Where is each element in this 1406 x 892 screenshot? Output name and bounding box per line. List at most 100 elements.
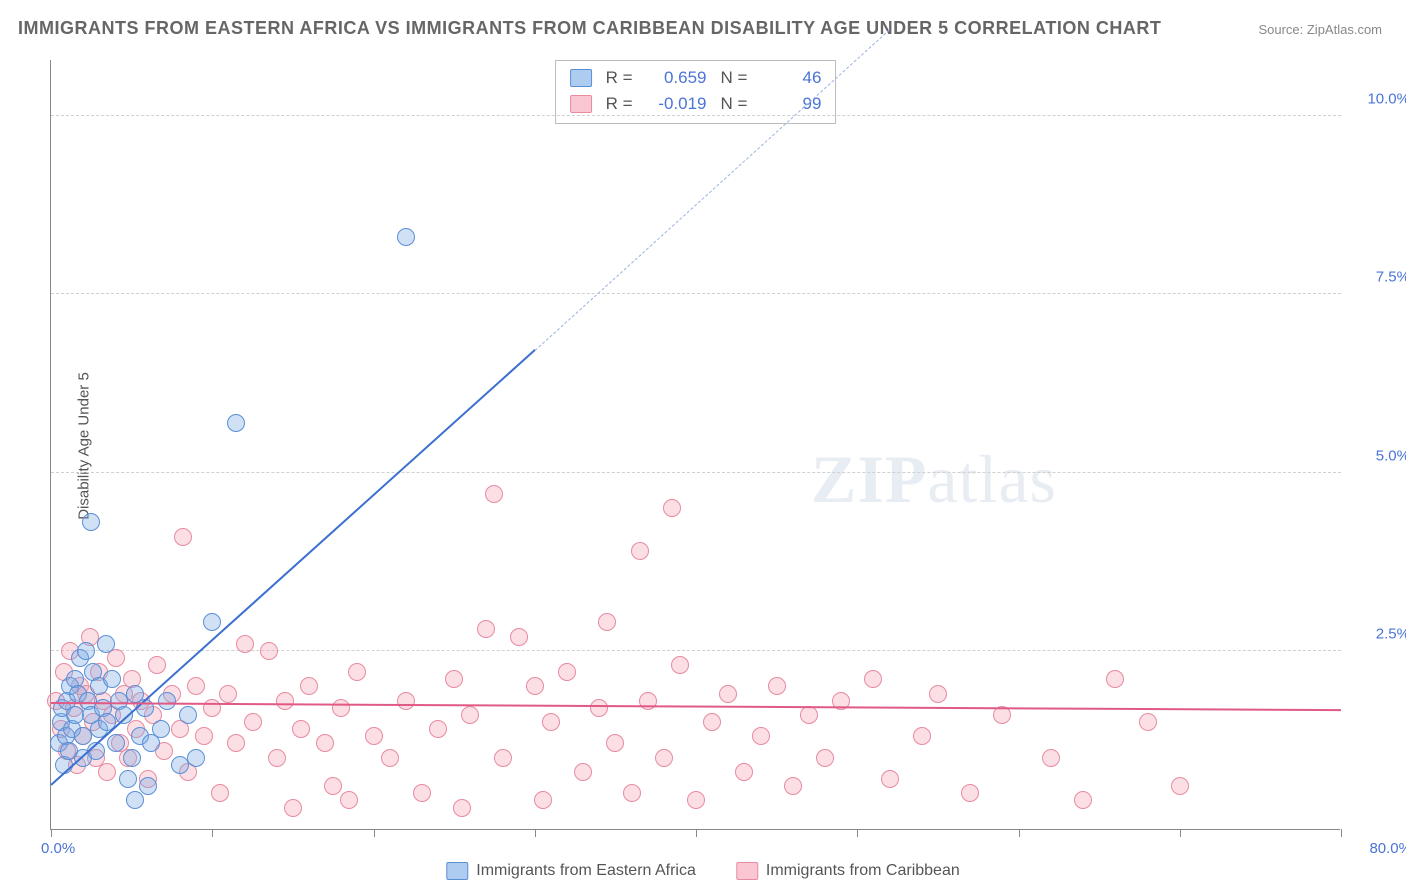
watermark-zip: ZIP — [811, 441, 927, 517]
data-point — [332, 699, 350, 717]
data-point — [227, 734, 245, 752]
x-tick — [1019, 829, 1020, 837]
stat-r-label2: R = — [606, 94, 633, 114]
data-point — [534, 791, 552, 809]
data-point — [268, 749, 286, 767]
data-point — [203, 699, 221, 717]
data-point — [881, 770, 899, 788]
y-tick-label: 2.5% — [1350, 625, 1406, 642]
x-legend: Immigrants from Eastern Africa Immigrant… — [446, 862, 959, 880]
data-point — [98, 763, 116, 781]
chart-title: IMMIGRANTS FROM EASTERN AFRICA VS IMMIGR… — [18, 18, 1161, 39]
data-point — [397, 228, 415, 246]
data-point — [340, 791, 358, 809]
stat-r-blue: 0.659 — [647, 68, 707, 88]
data-point — [631, 542, 649, 560]
plot-region: ZIPatlas R = 0.659 N = 46 R = -0.019 N =… — [50, 60, 1340, 830]
chart-area: ZIPatlas R = 0.659 N = 46 R = -0.019 N =… — [50, 60, 1340, 830]
data-point — [107, 734, 125, 752]
data-point — [300, 677, 318, 695]
data-point — [510, 628, 528, 646]
data-point — [453, 799, 471, 817]
y-tick-label: 7.5% — [1350, 269, 1406, 286]
data-point — [187, 749, 205, 767]
data-point — [687, 791, 705, 809]
data-point — [735, 763, 753, 781]
data-point — [126, 791, 144, 809]
swatch-blue-icon — [570, 69, 592, 87]
data-point — [445, 670, 463, 688]
data-point — [316, 734, 334, 752]
data-point — [77, 642, 95, 660]
data-point — [381, 749, 399, 767]
data-point — [429, 720, 447, 738]
data-point — [864, 670, 882, 688]
data-point — [598, 613, 616, 631]
swatch-pink-icon — [570, 95, 592, 113]
legend-label-blue: Immigrants from Eastern Africa — [476, 862, 696, 880]
data-point — [655, 749, 673, 767]
x-tick — [535, 829, 536, 837]
gridline — [51, 293, 1341, 294]
data-point — [703, 713, 721, 731]
data-point — [103, 670, 121, 688]
data-point — [913, 727, 931, 745]
data-point — [82, 513, 100, 531]
data-point — [961, 784, 979, 802]
data-point — [800, 706, 818, 724]
data-point — [179, 706, 197, 724]
data-point — [623, 784, 641, 802]
legend-swatch-blue-icon — [446, 862, 468, 880]
x-tick — [374, 829, 375, 837]
data-point — [219, 685, 237, 703]
watermark-atlas: atlas — [927, 441, 1057, 517]
data-point — [276, 692, 294, 710]
x-tick — [212, 829, 213, 837]
data-point — [590, 699, 608, 717]
stats-row-blue: R = 0.659 N = 46 — [570, 65, 822, 91]
data-point — [752, 727, 770, 745]
x-tick — [1180, 829, 1181, 837]
data-point — [119, 770, 137, 788]
data-point — [365, 727, 383, 745]
data-point — [397, 692, 415, 710]
stat-r-pink: -0.019 — [647, 94, 707, 114]
data-point — [574, 763, 592, 781]
data-point — [494, 749, 512, 767]
legend-swatch-pink-icon — [736, 862, 758, 880]
data-point — [139, 777, 157, 795]
stat-r-label: R = — [606, 68, 633, 88]
data-point — [324, 777, 342, 795]
stat-n-blue: 46 — [761, 68, 821, 88]
data-point — [152, 720, 170, 738]
gridline — [51, 115, 1341, 116]
stat-n-label2: N = — [721, 94, 748, 114]
data-point — [227, 414, 245, 432]
y-tick-label: 10.0% — [1350, 91, 1406, 108]
data-point — [663, 499, 681, 517]
legend-item-blue: Immigrants from Eastern Africa — [446, 862, 696, 880]
data-point — [784, 777, 802, 795]
gridline — [51, 472, 1341, 473]
data-point — [542, 713, 560, 731]
data-point — [1042, 749, 1060, 767]
data-point — [203, 613, 221, 631]
data-point — [1171, 777, 1189, 795]
x-tick — [696, 829, 697, 837]
data-point — [123, 749, 141, 767]
data-point — [195, 727, 213, 745]
data-point — [211, 784, 229, 802]
x-axis-min-label: 0.0% — [41, 840, 75, 857]
data-point — [292, 720, 310, 738]
legend-item-pink: Immigrants from Caribbean — [736, 862, 960, 880]
stats-row-pink: R = -0.019 N = 99 — [570, 91, 822, 117]
data-point — [236, 635, 254, 653]
data-point — [174, 528, 192, 546]
data-point — [816, 749, 834, 767]
data-point — [260, 642, 278, 660]
stat-n-label: N = — [721, 68, 748, 88]
data-point — [768, 677, 786, 695]
x-axis-max-label: 80.0% — [1352, 840, 1406, 857]
data-point — [1106, 670, 1124, 688]
trend-line — [51, 702, 1341, 711]
